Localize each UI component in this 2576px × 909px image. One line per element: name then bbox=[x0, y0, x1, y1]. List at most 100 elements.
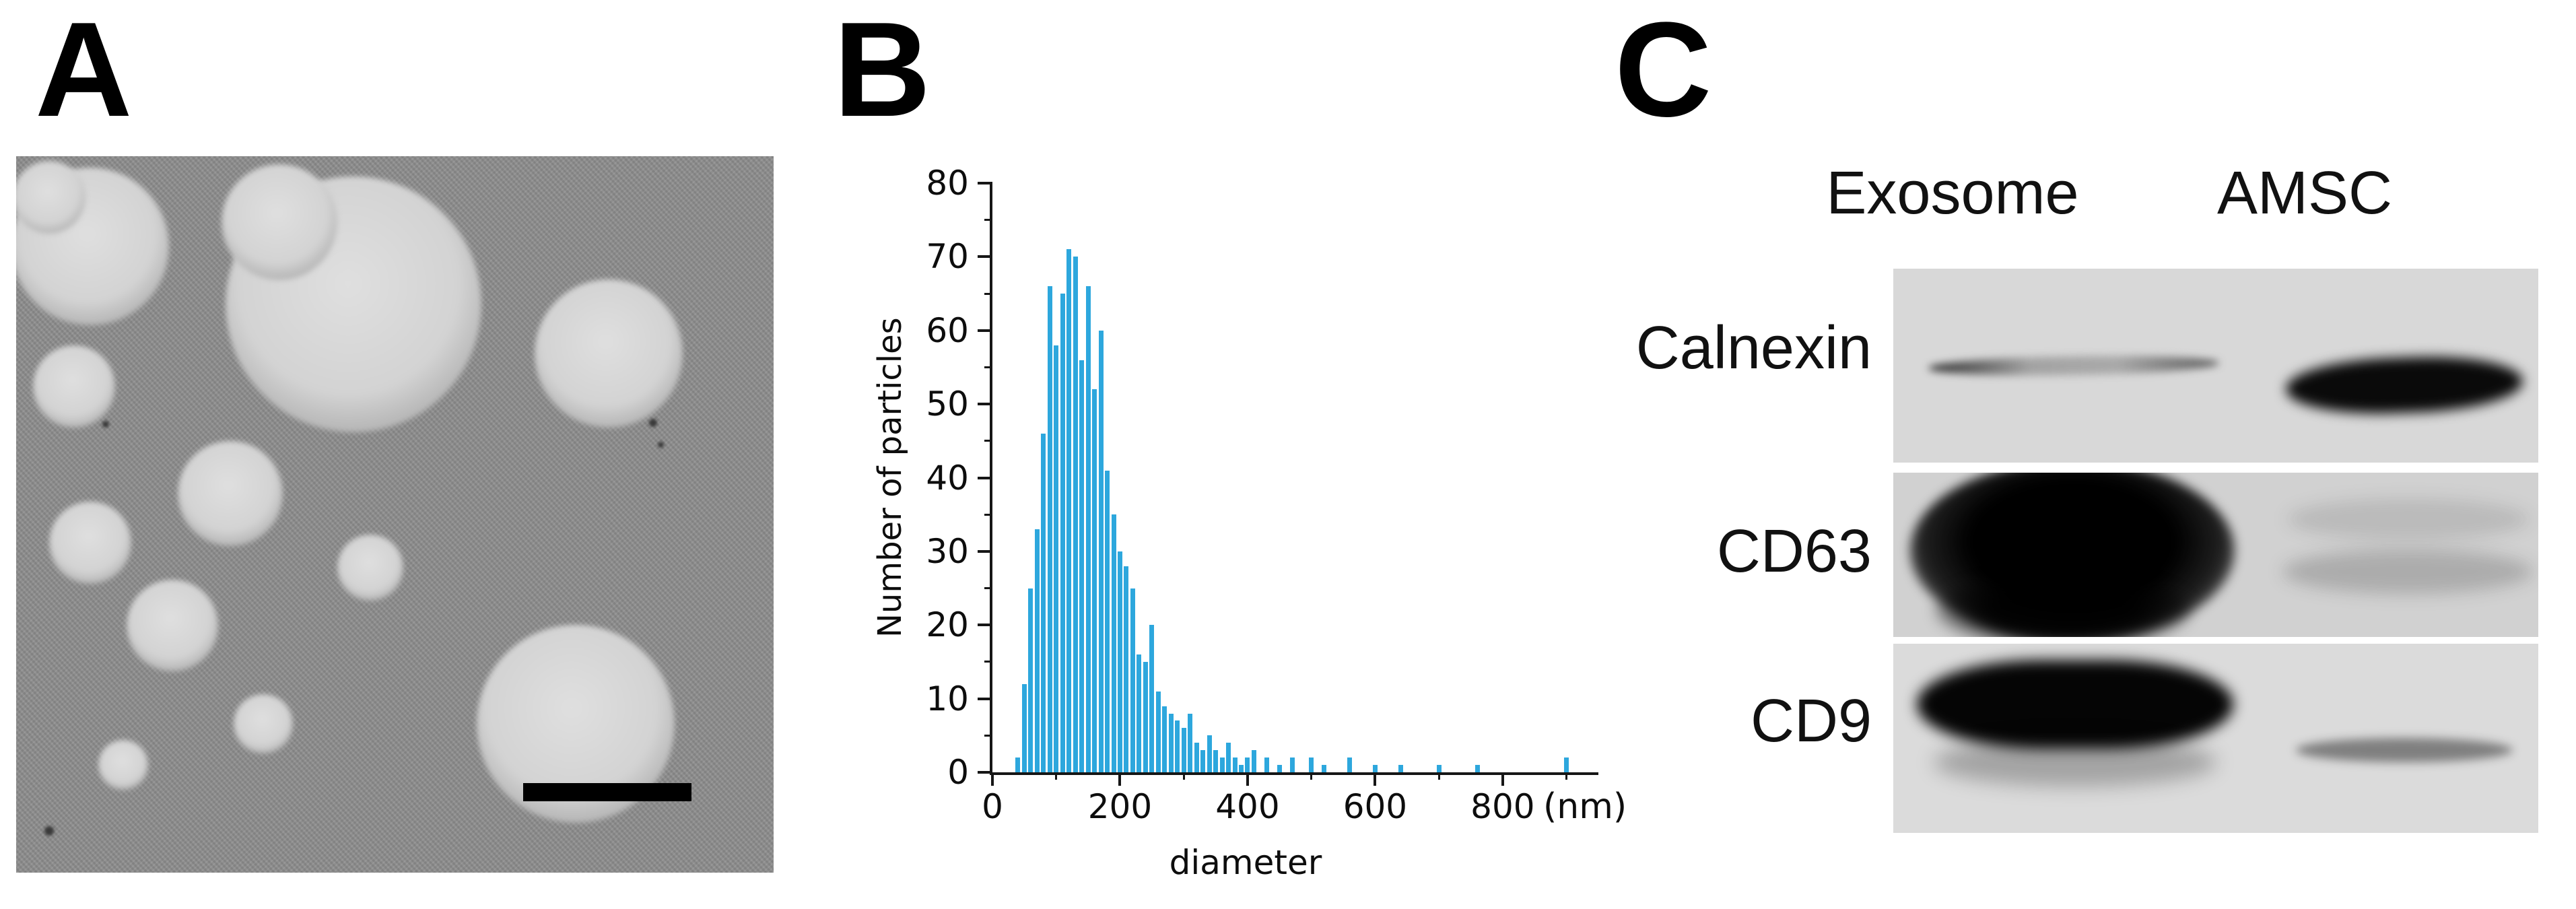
x-tick-major bbox=[991, 772, 994, 786]
x-axis-title: diameter bbox=[1169, 843, 1322, 882]
y-tick-minor bbox=[984, 440, 992, 442]
y-tick-major bbox=[978, 549, 992, 553]
histogram-bar bbox=[1372, 765, 1378, 772]
y-tick-minor bbox=[984, 587, 992, 590]
histogram-bar bbox=[1130, 588, 1135, 772]
band-cd9-exosome bbox=[1917, 660, 2233, 749]
y-tick-minor bbox=[984, 366, 992, 368]
x-tick-minor bbox=[1437, 772, 1440, 780]
debris-speck bbox=[658, 442, 664, 448]
histogram-bar bbox=[1085, 286, 1091, 772]
histogram-bar bbox=[1105, 470, 1110, 772]
histogram-bar bbox=[1200, 750, 1206, 772]
row-label-cd9: CD9 bbox=[1750, 687, 1872, 755]
y-tick-major bbox=[978, 771, 992, 774]
y-tick-major bbox=[978, 255, 992, 259]
vesicle bbox=[178, 441, 283, 546]
vesicle bbox=[337, 535, 403, 601]
histogram-bar bbox=[1181, 728, 1186, 772]
panel-c-label: C bbox=[1615, 0, 1712, 145]
x-tick-label: 200 bbox=[1087, 787, 1153, 826]
x-tick-minor bbox=[1565, 772, 1568, 780]
panel-b-label: B bbox=[834, 0, 931, 145]
histogram-bar bbox=[1124, 566, 1129, 772]
vesicle bbox=[49, 502, 131, 584]
x-tick-minor bbox=[1182, 772, 1185, 780]
histogram-bar bbox=[1226, 743, 1231, 772]
vesicle bbox=[98, 740, 148, 790]
band-calnexin-exosome bbox=[1928, 354, 2220, 378]
histogram-bar bbox=[1092, 389, 1097, 772]
y-tick-label: 60 bbox=[926, 310, 969, 350]
histogram-bar bbox=[1436, 765, 1442, 772]
vesicle bbox=[16, 161, 86, 234]
y-tick-major bbox=[978, 329, 992, 332]
x-tick-minor bbox=[1310, 772, 1313, 780]
histogram-bar bbox=[1168, 713, 1174, 772]
histogram-bar bbox=[1155, 691, 1161, 772]
y-tick-minor bbox=[984, 661, 992, 663]
blot-cd9 bbox=[1893, 644, 2538, 833]
y-tick-major bbox=[978, 182, 992, 184]
histogram-bar bbox=[1041, 433, 1046, 772]
histogram-bar bbox=[1232, 758, 1238, 772]
histogram-bar bbox=[1289, 758, 1295, 772]
histogram-bar bbox=[1309, 758, 1314, 772]
histogram-bar bbox=[1066, 249, 1072, 772]
histogram-bar bbox=[1149, 625, 1155, 772]
y-tick-label: 10 bbox=[926, 679, 969, 718]
histogram-bar bbox=[1073, 257, 1078, 772]
histogram-bar bbox=[1028, 588, 1033, 772]
histogram-bar bbox=[1015, 758, 1021, 772]
histogram-plot: 0 10 20 30 40 50 60 70 80 0 200 400 600 800 bbox=[926, 166, 1598, 823]
y-tick-label: 50 bbox=[926, 384, 969, 424]
y-tick-major bbox=[978, 624, 992, 627]
x-tick-major bbox=[1374, 772, 1377, 786]
histogram-bar bbox=[1264, 758, 1269, 772]
y-tick-label: 40 bbox=[926, 458, 969, 498]
histogram-bar bbox=[1021, 683, 1027, 772]
histogram-bar bbox=[1213, 750, 1219, 772]
histogram-bar bbox=[1219, 758, 1225, 772]
debris-speck bbox=[44, 826, 54, 836]
vesicle bbox=[535, 279, 683, 428]
y-tick-label: 30 bbox=[926, 531, 969, 571]
histogram-bar bbox=[1238, 765, 1244, 772]
y-tick-label: 70 bbox=[926, 237, 969, 277]
band-calnexin-amsc bbox=[2284, 353, 2524, 417]
y-tick-major bbox=[978, 403, 992, 406]
vesicle bbox=[127, 580, 218, 671]
histogram-bar bbox=[1475, 765, 1480, 772]
panel-a-label: A bbox=[35, 0, 133, 145]
y-tick-minor bbox=[984, 513, 992, 516]
scale-bar bbox=[523, 783, 691, 801]
histogram-bar bbox=[1564, 758, 1569, 772]
histogram-bar bbox=[1207, 735, 1212, 772]
histogram-bar bbox=[1322, 765, 1327, 772]
band-cd63-amsc bbox=[2287, 498, 2530, 540]
histogram-bar bbox=[1175, 720, 1180, 772]
histogram-bar bbox=[1060, 294, 1065, 772]
x-tick-label: 400 bbox=[1215, 787, 1280, 826]
histogram-bar bbox=[1245, 758, 1250, 772]
y-tick-label: 20 bbox=[926, 605, 969, 645]
histogram-bar bbox=[1143, 661, 1148, 772]
row-label-cd63: CD63 bbox=[1716, 518, 1872, 585]
band-cd9-amsc bbox=[2296, 738, 2513, 762]
y-tick-minor bbox=[984, 292, 992, 295]
x-tick-major bbox=[1118, 772, 1122, 786]
column-header-amsc: AMSC bbox=[2216, 160, 2393, 227]
y-tick-label: 80 bbox=[926, 164, 969, 203]
y-tick-label: 0 bbox=[947, 753, 969, 792]
x-tick-major bbox=[1501, 772, 1504, 786]
y-tick-minor bbox=[984, 734, 992, 737]
y-tick-minor bbox=[984, 219, 992, 222]
vesicle bbox=[33, 345, 115, 428]
histogram-bar bbox=[1034, 529, 1040, 772]
x-axis-unit: (nm) bbox=[1543, 786, 1627, 827]
histogram-bar bbox=[1398, 765, 1403, 772]
band-cd9-exosome-smear bbox=[1934, 738, 2216, 786]
histogram-bar bbox=[1188, 713, 1193, 772]
tem-micrograph bbox=[16, 156, 774, 873]
x-tick-minor bbox=[1055, 772, 1058, 780]
